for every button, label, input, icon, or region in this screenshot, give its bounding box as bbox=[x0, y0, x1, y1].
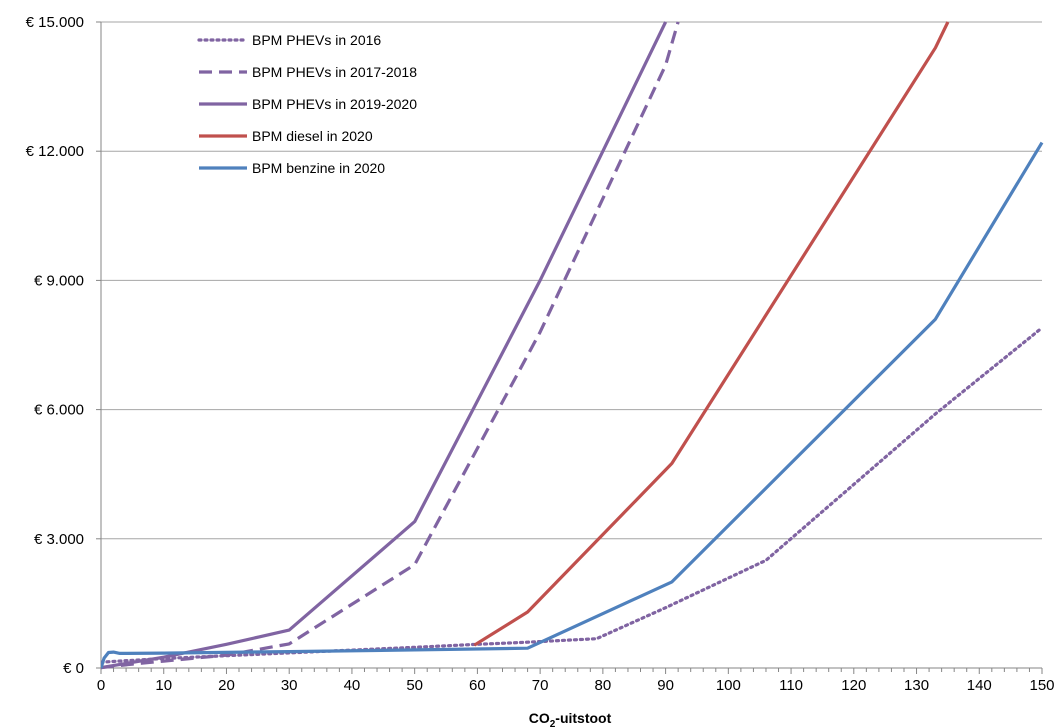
x-tick-label: 60 bbox=[469, 677, 486, 694]
y-tick-label: € 3.000 bbox=[34, 531, 84, 548]
x-axis-label: CO2-uitstoot bbox=[529, 710, 612, 728]
series-line-5 bbox=[101, 143, 1042, 668]
legend-label: BPM PHEVs in 2017-2018 bbox=[252, 64, 417, 80]
x-tick-label: 20 bbox=[218, 677, 235, 694]
y-tick-label: € 6.000 bbox=[34, 402, 84, 419]
x-tick-label: 140 bbox=[967, 677, 992, 694]
x-tick-label: 120 bbox=[841, 677, 866, 694]
x-tick-label: 70 bbox=[532, 677, 549, 694]
legend: BPM PHEVs in 2016 BPM PHEVs in 2017-2018 B… bbox=[199, 32, 417, 176]
legend-label: BPM PHEVs in 2016 bbox=[252, 32, 381, 48]
x-tick-label: 90 bbox=[657, 677, 674, 694]
series-line-4 bbox=[474, 22, 948, 645]
legend-label: BPM benzine in 2020 bbox=[252, 160, 385, 176]
y-tick-label: € 0 bbox=[63, 660, 84, 677]
legend-label: BPM PHEVs in 2019-2020 bbox=[252, 96, 417, 112]
x-tick-label: 110 bbox=[779, 677, 803, 694]
x-tick-label: 130 bbox=[904, 677, 929, 694]
x-tick-label: 30 bbox=[281, 677, 298, 694]
x-tick-label: 150 bbox=[1029, 677, 1054, 694]
series-line-1 bbox=[101, 328, 1042, 663]
x-tick-label: 80 bbox=[595, 677, 612, 694]
series-layer bbox=[101, 22, 1042, 668]
axes bbox=[101, 22, 1042, 668]
x-tick-label: 0 bbox=[97, 677, 105, 694]
y-tick-label: € 15.000 bbox=[26, 14, 84, 31]
x-tick-label: 50 bbox=[406, 677, 423, 694]
legend-label: BPM diesel in 2020 bbox=[252, 128, 373, 144]
series-line-3 bbox=[101, 22, 666, 668]
x-tick-label: 40 bbox=[344, 677, 361, 694]
y-tick-label: € 9.000 bbox=[34, 272, 84, 289]
series-line-2 bbox=[101, 22, 678, 668]
x-tick-label: 100 bbox=[716, 677, 741, 694]
y-axis-ticks: € 0 € 3.000 € 6.000 € 9.000 € 12.000 € 15.000 bbox=[26, 14, 101, 677]
x-tick-label: 10 bbox=[155, 677, 172, 694]
y-tick-label: € 12.000 bbox=[26, 143, 84, 160]
x-axis-ticks: 0 10 20 30 40 50 60 70 80 90 100 110 120 130 140 150 bbox=[97, 668, 1055, 694]
